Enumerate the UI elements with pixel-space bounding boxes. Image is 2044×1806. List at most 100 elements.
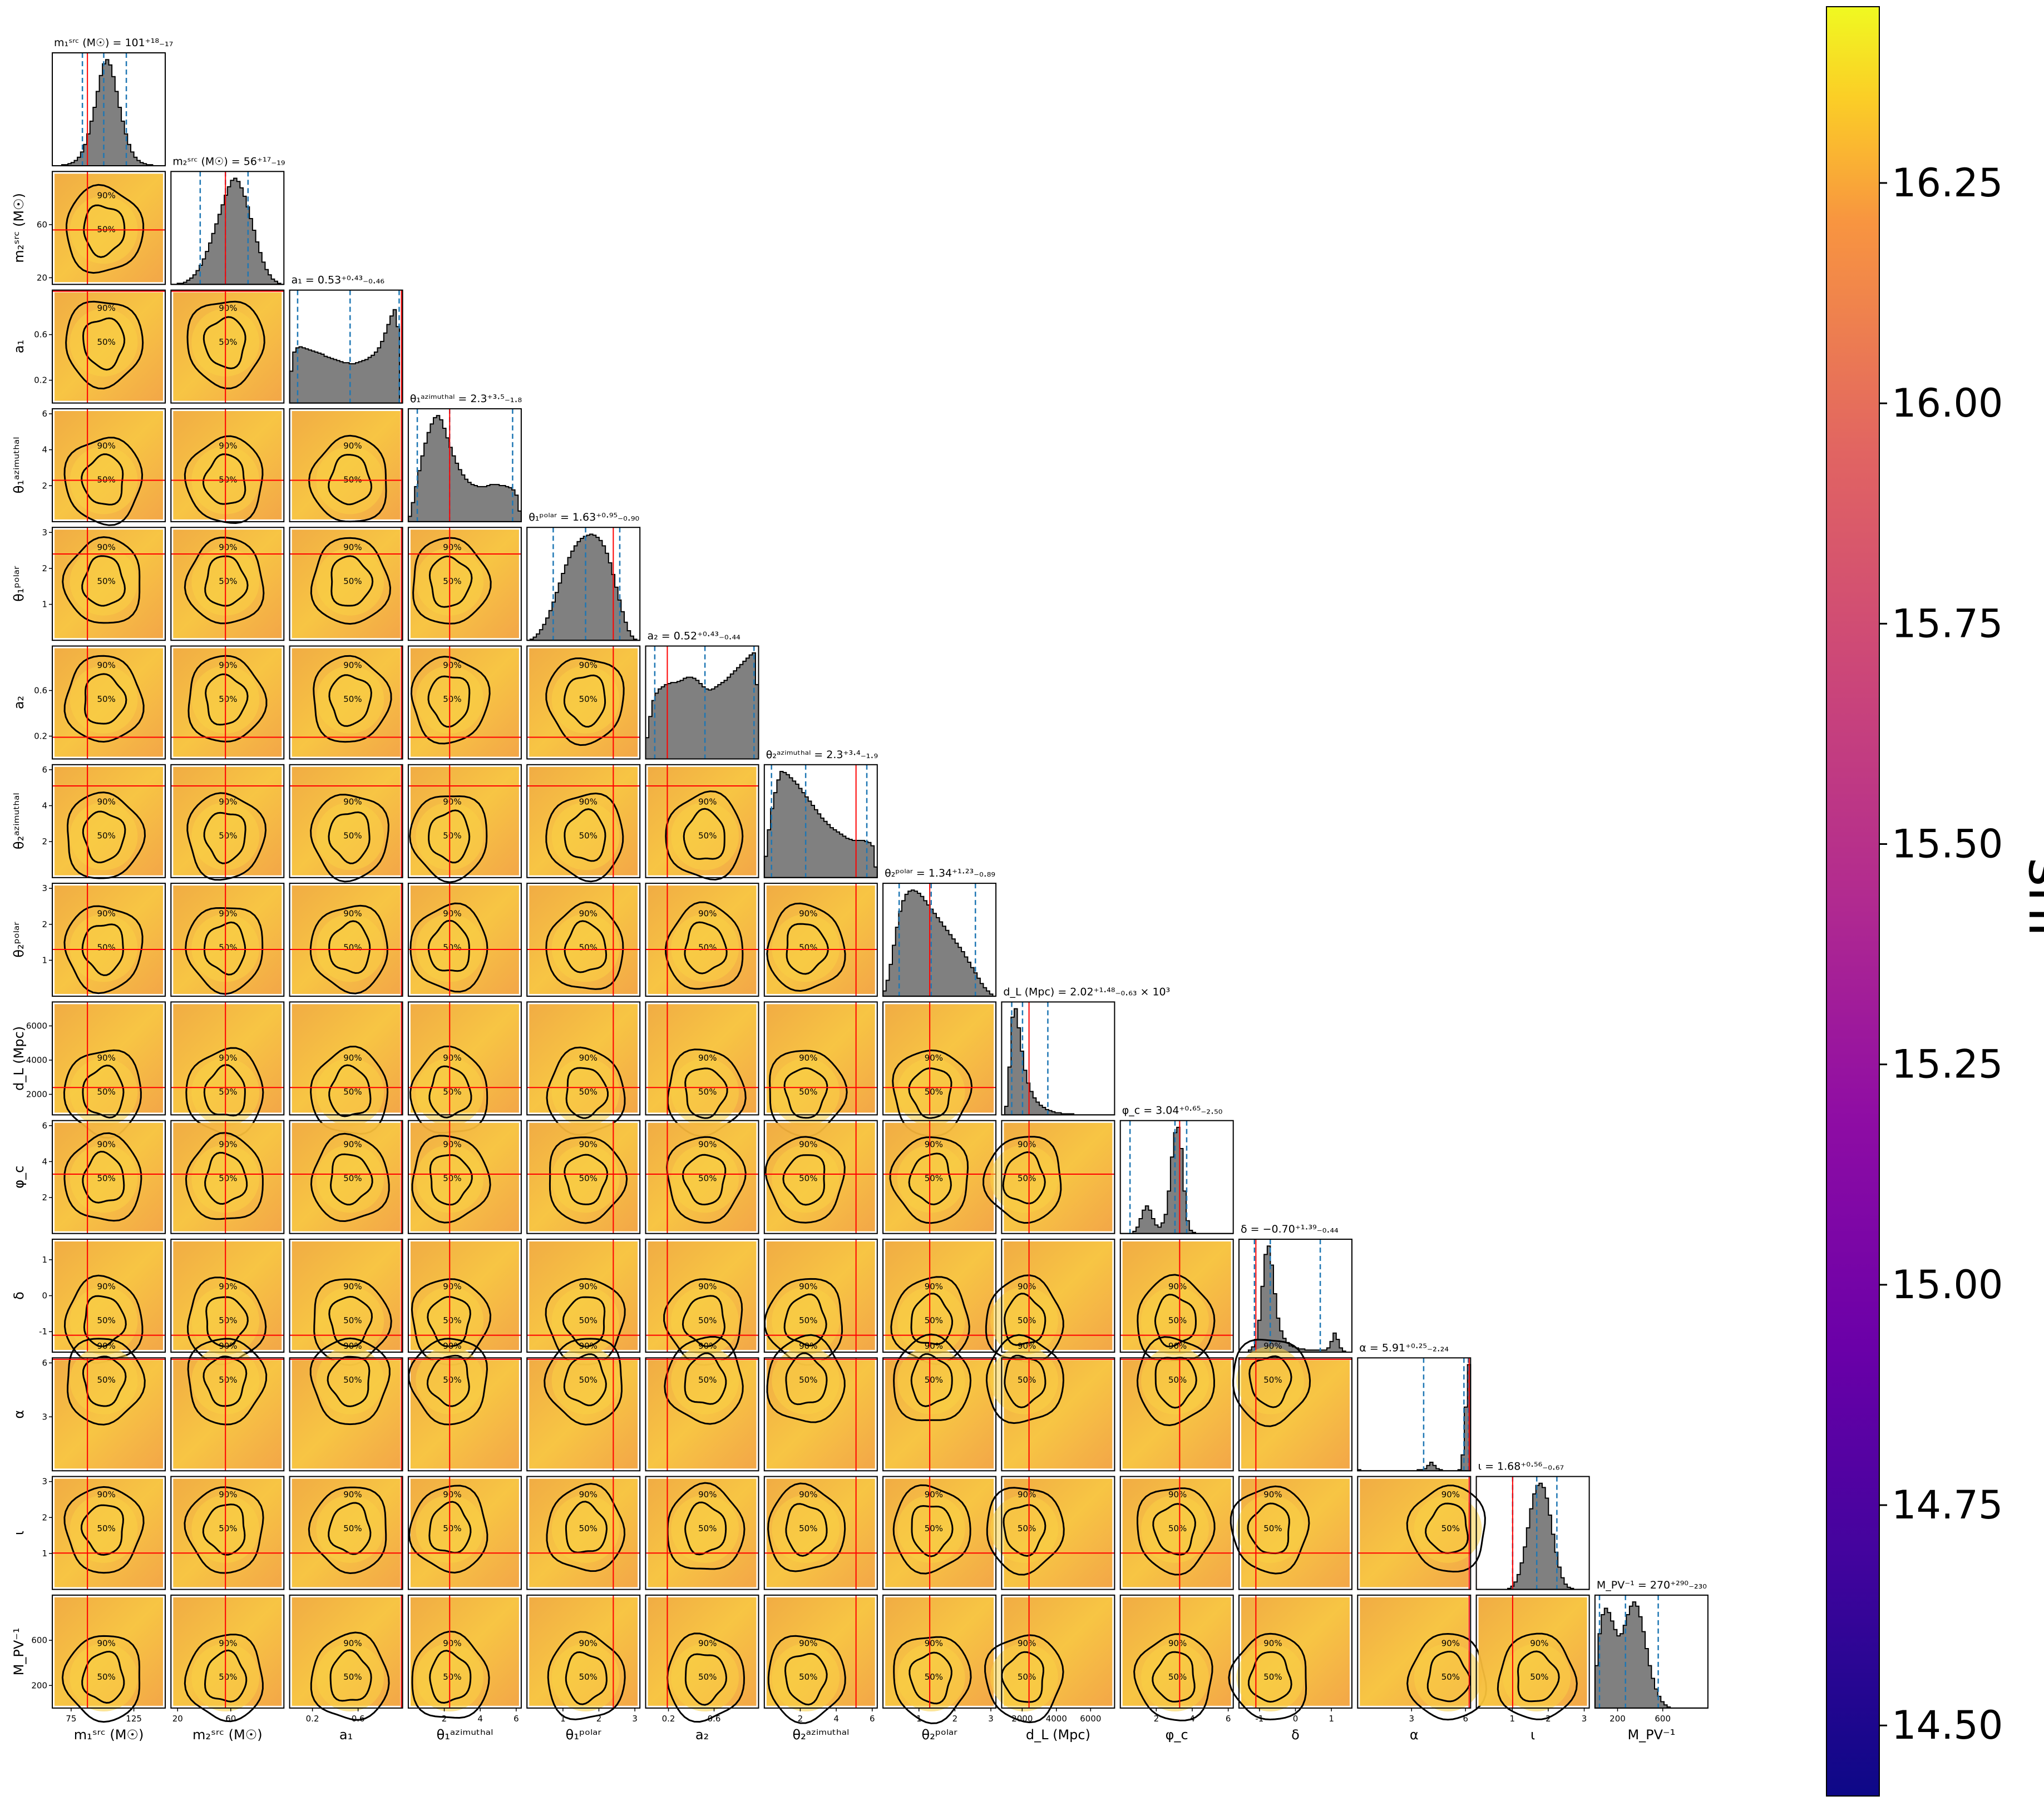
panel-frame: [170, 883, 285, 997]
hist-panel-12: α = 5.91⁺⁰·²⁵₋₂.₂₄: [1357, 1342, 1472, 1472]
contour-line: [309, 1337, 391, 1426]
y-tick-label: 2: [42, 919, 47, 929]
contour-line: [682, 1154, 727, 1206]
colorbar-tick-label: 15.00: [1892, 1262, 2003, 1308]
scatter-panel-11-1: 90% 50% -1 0 1 δ: [11, 1239, 166, 1364]
scatter-panel-14-3: 90% 50% 0.2 0.6 a₁: [289, 1594, 403, 1743]
scatter-panel-10-2: 90% 50%: [170, 1120, 285, 1234]
scatter-panel-12-10: 90% 50%: [1119, 1336, 1234, 1472]
contour-line: [684, 1653, 728, 1706]
y-axis-label: θ₂ᵖᵒˡᵃʳ: [11, 922, 27, 958]
x-tick-label: 2: [442, 1714, 447, 1724]
hist-panel-8: θ₂ᵖᵒˡᵃʳ = 1.34⁺¹·²³₋₀.₈₉: [882, 867, 997, 997]
contour-line: [205, 673, 249, 726]
hist-panel-2: m₂ˢʳᶜ (M☉) = 56⁺¹⁷₋₁₉: [170, 155, 285, 285]
contour-line: [81, 1650, 125, 1704]
contour-label: 50%: [343, 942, 362, 952]
scatter-panel-14-13: 90% 50% 1 2 3 ι: [1475, 1594, 1590, 1743]
contour-line: [684, 1067, 728, 1119]
contour-label: 50%: [925, 1672, 943, 1682]
contour-label: 50%: [925, 1523, 943, 1533]
contour-line: [664, 901, 744, 990]
scatter-panel-12-2: 90% 50%: [170, 1338, 285, 1472]
scatter-panel-9-2: 90% 50%: [170, 1001, 285, 1137]
contour-label: 50%: [443, 1087, 461, 1097]
panel-frame: [407, 1001, 522, 1116]
scatter-panel-13-6: 90% 50%: [645, 1476, 759, 1590]
density-core: [671, 1495, 739, 1563]
x-axis-label: θ₁ᵃᶻⁱᵐᵘᵗʰᵃˡ: [437, 1727, 493, 1743]
x-tick-label: 0.6: [352, 1714, 365, 1724]
contour-label: 90%: [799, 1053, 817, 1063]
panel-frame: [170, 171, 285, 285]
panel-frame: [1119, 1120, 1234, 1234]
contour-label: 90%: [97, 660, 115, 670]
panel-title: a₂ = 0.52⁺⁰·⁴³₋₀.₄₄: [648, 630, 741, 642]
panel-frame: [289, 408, 403, 522]
panel-frame: [52, 1001, 166, 1116]
panel-title: δ = −0.70⁺¹·³⁹₋₀.₄₄: [1241, 1223, 1339, 1235]
panel-frame: [882, 883, 997, 997]
contour-label: 90%: [925, 1053, 943, 1063]
contour-label: 50%: [799, 1375, 817, 1385]
panel-frame: [526, 1476, 641, 1590]
panel-frame: [52, 764, 166, 878]
contour-line: [411, 1630, 490, 1719]
contour-label: 50%: [219, 1315, 237, 1325]
contour-label: 50%: [579, 1523, 598, 1533]
contour-label: 90%: [925, 1490, 943, 1500]
contour-line: [82, 317, 126, 371]
contour-line: [1497, 1632, 1578, 1720]
x-tick-label: 200: [1609, 1714, 1626, 1724]
contour-label: 90%: [219, 1341, 237, 1351]
contour-label: 50%: [219, 694, 237, 704]
contour-line: [328, 674, 372, 727]
x-tick-label: 1: [560, 1714, 566, 1724]
contour-line: [409, 795, 488, 883]
scatter-panel-12-7: 90% 50%: [763, 1334, 878, 1472]
contour-line: [684, 1501, 727, 1556]
contour-label: 50%: [97, 1087, 115, 1097]
contour-line: [204, 1151, 248, 1205]
contour-line: [204, 921, 246, 976]
contour-line: [410, 655, 491, 745]
y-axis-label: ι: [11, 1531, 27, 1535]
contour-line: [310, 1631, 390, 1721]
colorbar-tick-label: 14.50: [1892, 1703, 2003, 1748]
scatter-panel-10-1: 90% 50% 2 4 6 φ_c: [11, 1120, 166, 1234]
contour-label: 50%: [97, 1315, 115, 1325]
panel-frame: [1475, 1476, 1590, 1590]
contour-label: 50%: [799, 1523, 817, 1533]
contour-line: [784, 1652, 828, 1706]
x-axis-label: M_PV⁻¹: [1627, 1727, 1675, 1743]
contour-line: [310, 1132, 390, 1223]
panel-frame: [645, 1357, 759, 1472]
hist-panel-5: θ₁ᵖᵒˡᵃʳ = 1.63⁺⁰·⁹⁵₋₀.₉₀: [526, 511, 641, 641]
contour-line: [66, 791, 146, 879]
contour-label: 50%: [97, 1523, 115, 1533]
contour-line: [204, 1649, 248, 1703]
contour-label: 50%: [925, 1173, 943, 1183]
scatter-panel-8-1: 90% 50% 1 2 3 θ₂ᵖᵒˡᵃʳ: [11, 883, 166, 997]
contour-line: [428, 1065, 472, 1119]
density-core: [897, 1145, 965, 1213]
contour-line: [82, 1355, 127, 1407]
contour-line: [1154, 1293, 1197, 1348]
x-tick-label: 6: [1463, 1714, 1468, 1724]
scatter-panel-13-11: 90% 50%: [1230, 1476, 1352, 1590]
scatter-panel-8-5: 90% 50%: [526, 883, 641, 997]
contour-line: [83, 673, 127, 725]
panel-frame: [170, 764, 285, 878]
contour-label: 50%: [1018, 1315, 1036, 1325]
panel-frame: [526, 1120, 641, 1234]
contour-label: 90%: [1441, 1490, 1460, 1500]
contour-label: 90%: [579, 1140, 598, 1150]
panel-frame: [763, 1001, 878, 1116]
panel-title: θ₁ᵃᶻⁱᵐᵘᵗʰᵃˡ = 2.3⁺³·⁵₋₁.₈: [410, 393, 522, 405]
contour-line: [63, 1486, 145, 1574]
contour-label: 50%: [1018, 1375, 1036, 1385]
contour-label: 90%: [1263, 1490, 1282, 1500]
hist-panel-4: θ₁ᵃᶻⁱᵐᵘᵗʰᵃˡ = 2.3⁺³·⁵₋₁.₈: [407, 393, 522, 522]
contour-line: [329, 1153, 373, 1206]
